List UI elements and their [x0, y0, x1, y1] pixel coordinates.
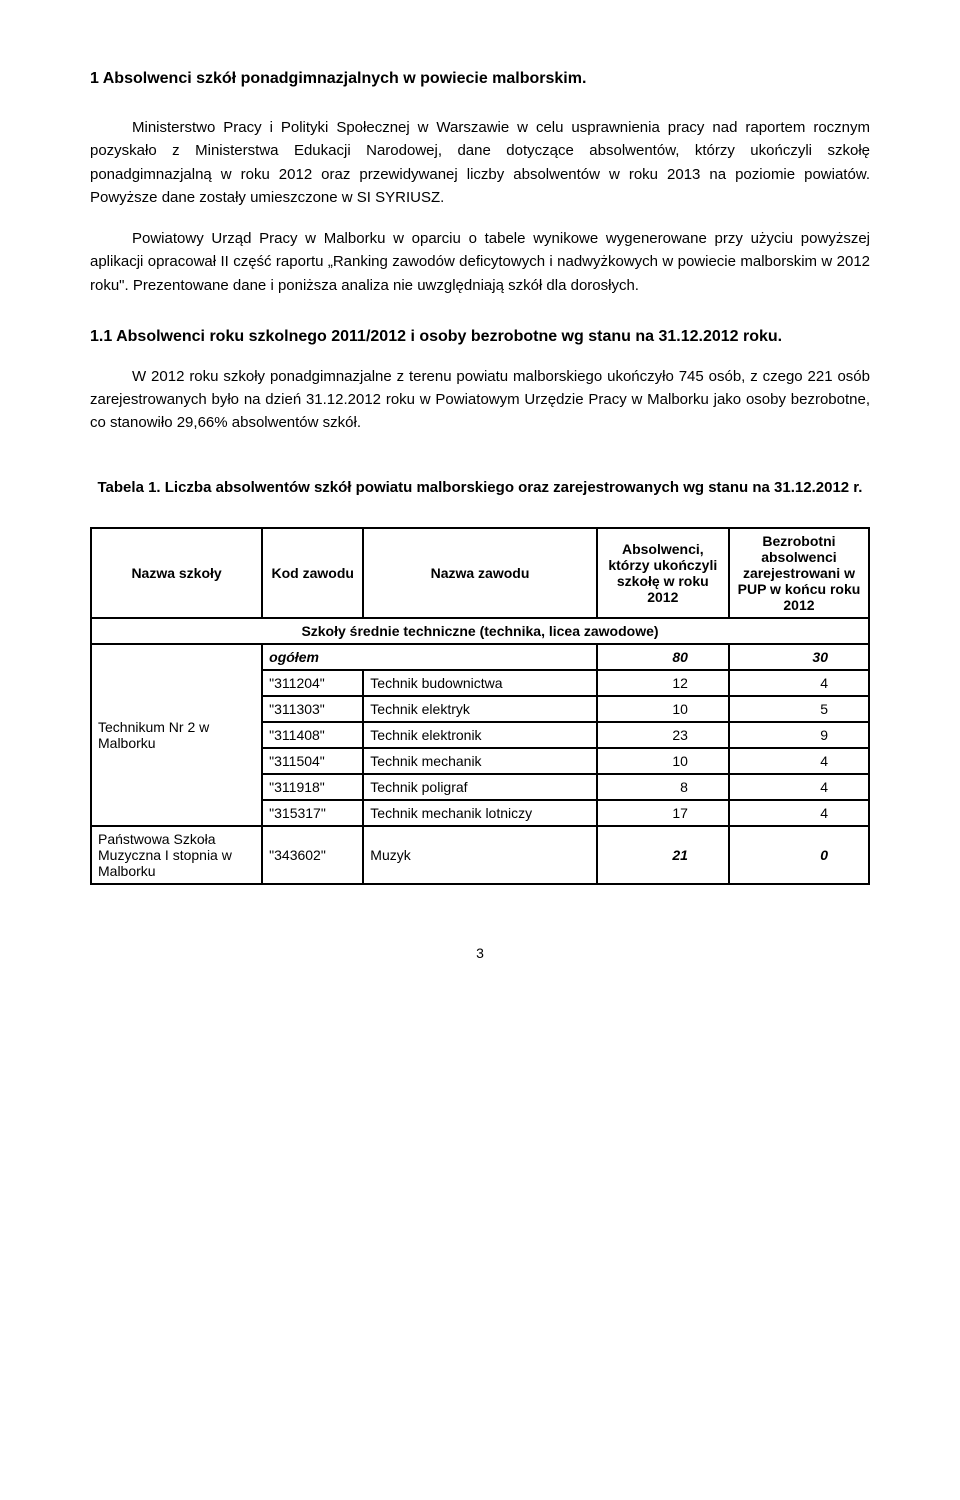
subheader-cell: Szkoły średnie techniczne (technika, lic…	[91, 618, 869, 644]
cell-unemp: 4	[729, 748, 869, 774]
table-1: Nazwa szkoły Kod zawodu Nazwa zawodu Abs…	[90, 527, 870, 885]
cell-unemp: 4	[729, 774, 869, 800]
table-caption: Tabela 1. Liczba absolwentów szkół powia…	[90, 477, 870, 500]
cell-name: Muzyk	[363, 826, 596, 884]
cell-code: "311504"	[262, 748, 363, 774]
cell-grad: 12	[597, 670, 729, 696]
cell-code: "311204"	[262, 670, 363, 696]
cell-name: Technik mechanik lotniczy	[363, 800, 596, 826]
cell-grad: 10	[597, 696, 729, 722]
th-name: Nazwa zawodu	[363, 528, 596, 618]
cell-grad: 10	[597, 748, 729, 774]
cell-code: "311303"	[262, 696, 363, 722]
cell-name: Technik mechanik	[363, 748, 596, 774]
page: 1 Absolwenci szkół ponadgimnazjalnych w …	[0, 0, 960, 1001]
paragraph-3: W 2012 roku szkoły ponadgimnazjalne z te…	[90, 365, 870, 435]
table-row-muzyk: Państwowa Szkoła Muzyczna I stopnia w Ma…	[91, 826, 869, 884]
page-number: 3	[90, 945, 870, 961]
cell-grad: 23	[597, 722, 729, 748]
cell-name: Technik poligraf	[363, 774, 596, 800]
cell-ogolem-grad: 80	[597, 644, 729, 670]
cell-ogolem-label: ogółem	[262, 644, 597, 670]
cell-code: "315317"	[262, 800, 363, 826]
cell-grad: 21	[597, 826, 729, 884]
paragraph-1: Ministerstwo Pracy i Polityki Społecznej…	[90, 116, 870, 209]
cell-unemp: 4	[729, 670, 869, 696]
cell-unemp: 0	[729, 826, 869, 884]
th-code: Kod zawodu	[262, 528, 363, 618]
cell-name: Technik elektronik	[363, 722, 596, 748]
cell-code: "311408"	[262, 722, 363, 748]
cell-grad: 17	[597, 800, 729, 826]
cell-name: Technik elektryk	[363, 696, 596, 722]
th-unemp: Bezrobotni absolwenci zarejestrowani w P…	[729, 528, 869, 618]
cell-code: "343602"	[262, 826, 363, 884]
th-school: Nazwa szkoły	[91, 528, 262, 618]
cell-code: "311918"	[262, 774, 363, 800]
table-subheader-row: Szkoły średnie techniczne (technika, lic…	[91, 618, 869, 644]
cell-grad: 8	[597, 774, 729, 800]
cell-ogolem-unemp: 30	[729, 644, 869, 670]
paragraph-2: Powiatowy Urząd Pracy w Malborku w oparc…	[90, 227, 870, 297]
section-title: 1 Absolwenci szkół ponadgimnazjalnych w …	[90, 70, 870, 88]
cell-unemp: 4	[729, 800, 869, 826]
cell-school-muzyczna: Państwowa Szkoła Muzyczna I stopnia w Ma…	[91, 826, 262, 884]
cell-unemp: 9	[729, 722, 869, 748]
cell-unemp: 5	[729, 696, 869, 722]
th-grad: Absolwenci, którzy ukończyli szkołę w ro…	[597, 528, 729, 618]
table-row-ogolem: Technikum Nr 2 w Malborku ogółem 80 30	[91, 644, 869, 670]
cell-name: Technik budownictwa	[363, 670, 596, 696]
table-header-row: Nazwa szkoły Kod zawodu Nazwa zawodu Abs…	[91, 528, 869, 618]
subheading-1-1: 1.1 Absolwenci roku szkolnego 2011/2012 …	[90, 325, 870, 349]
cell-school-technikum: Technikum Nr 2 w Malborku	[91, 644, 262, 826]
